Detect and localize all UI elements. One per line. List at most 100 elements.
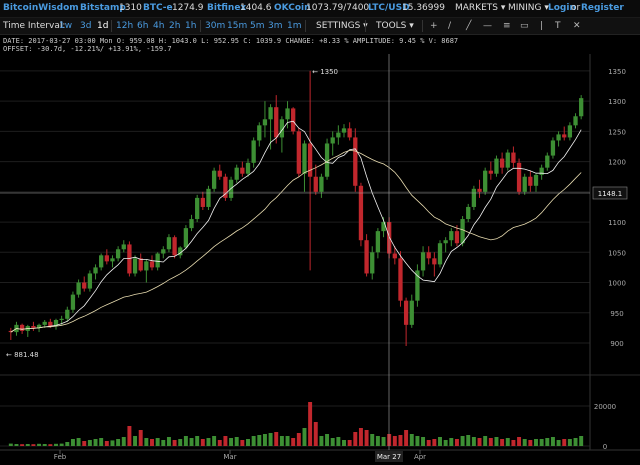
volume-bar [511, 440, 516, 446]
price-tick-label: 1300 [608, 98, 626, 106]
candle-body [262, 119, 268, 126]
volume-bar [138, 430, 143, 446]
chart-grid [0, 54, 640, 451]
market-okcoin[interactable]: OKCoin [274, 3, 311, 13]
volume-bar [195, 436, 200, 446]
volume-bar [155, 438, 160, 446]
interval-1h[interactable]: 1h [185, 21, 197, 31]
text-tool-icon[interactable]: T [555, 21, 561, 31]
interval-1d[interactable]: 1d [97, 21, 109, 31]
candle-body [195, 197, 200, 220]
volume-bar [257, 435, 262, 446]
time-tick-label: Feb [54, 453, 67, 461]
candle-body [341, 128, 347, 133]
candle-body [579, 98, 584, 117]
interval-2h[interactable]: 2h [169, 21, 181, 31]
candle-body [76, 282, 81, 295]
candle-body [206, 188, 211, 207]
volume-bar [364, 430, 369, 446]
volume-bar [330, 438, 335, 446]
interval-1w[interactable]: 1w [59, 21, 73, 31]
volume-bar [375, 436, 380, 446]
mining-menu[interactable]: MINING ▾ [508, 3, 549, 13]
volume-bar [313, 422, 318, 446]
candle-body [245, 162, 251, 174]
interval-1m[interactable]: 1m [287, 21, 302, 31]
candle-body [443, 240, 448, 244]
price-tick-label: 1350 [608, 68, 626, 76]
moving-averages [10, 120, 582, 333]
candle-body [437, 243, 443, 265]
candle-body [477, 188, 482, 192]
candle-body [573, 116, 578, 126]
time-axis: Feb Mar Apr [54, 450, 426, 461]
interval-30m[interactable]: 30m [205, 21, 226, 31]
price-tick-label: 1000 [608, 280, 626, 288]
volume-bar [398, 435, 403, 446]
interval-15m[interactable]: 15m [227, 21, 248, 31]
volume-bar [449, 438, 454, 446]
candle-body [19, 324, 25, 331]
interval-3d[interactable]: 3d [80, 21, 92, 31]
market-bitstamp[interactable]: Bitstamp [80, 3, 126, 13]
candle-body [234, 167, 239, 180]
interval-5m[interactable]: 5m [250, 21, 265, 31]
candle-body [93, 267, 98, 274]
crosshair-icon[interactable]: + [430, 21, 438, 31]
candle-body [545, 155, 550, 168]
crosshair-date-box [375, 451, 403, 462]
price-annotation: ← 1350 [312, 68, 338, 76]
market-ltcusd[interactable]: LTC/USD [368, 3, 410, 13]
volume-bar [133, 436, 138, 446]
price-tick-label: 950 [610, 310, 623, 318]
candle-body [353, 137, 358, 186]
candle-body [466, 206, 471, 220]
volume-bar [500, 439, 505, 446]
markets-menu[interactable]: MARKETS ▾ [455, 3, 506, 13]
interval-4h[interactable]: 4h [153, 21, 165, 31]
volume-bar [319, 436, 324, 446]
fibonacci-icon[interactable]: ≡ [503, 21, 511, 31]
volume-bar [505, 438, 510, 446]
register-link[interactable]: Register [581, 3, 624, 13]
volume-bar [54, 443, 58, 446]
tools-menu[interactable]: TOOLS ▾ [376, 21, 414, 31]
volume-bar [127, 426, 132, 446]
brand-logo[interactable]: BitcoinWisdom [3, 3, 79, 13]
candle-body [189, 219, 194, 229]
volume-bar [562, 439, 567, 446]
ohlc-info-line: DATE: 2017-03-27 03:00 Mon O: 959.08 H: … [3, 37, 459, 45]
volume-bar [573, 438, 578, 446]
volume-bar [121, 437, 126, 446]
interval-6h[interactable]: 6h [137, 21, 149, 31]
market-bitfinex[interactable]: Bitfinex [207, 3, 247, 13]
line-icon[interactable]: / [448, 21, 452, 31]
volume-bar [87, 440, 92, 446]
volume-bar [358, 428, 363, 446]
volume-bar [206, 438, 211, 446]
ray-icon[interactable]: ╱ [466, 21, 472, 31]
volume-bar [178, 439, 183, 446]
price-ltcusd: 15.36999 [402, 3, 445, 13]
login-link[interactable]: Login [548, 3, 576, 13]
volume-bar [274, 432, 279, 446]
candle-body [296, 131, 301, 174]
interval-3m[interactable]: 3m [268, 21, 283, 31]
candle-body [556, 134, 561, 141]
volume-bar [48, 444, 53, 446]
eraser-icon[interactable]: ✕ [573, 21, 581, 31]
volume-bar [59, 443, 64, 446]
candle-body [302, 143, 307, 174]
market-btce[interactable]: BTC-e [143, 3, 173, 13]
time-interval-label: Time Interval: [3, 21, 66, 31]
candle-body [200, 197, 205, 207]
vertical-line-icon[interactable]: | [540, 21, 544, 31]
horizontal-line-icon[interactable]: — [483, 21, 492, 31]
volume-bar [144, 438, 149, 446]
rectangle-icon[interactable]: ▭ [520, 21, 529, 31]
volume-bar [279, 436, 284, 446]
volume-bar [347, 440, 352, 446]
interval-12h[interactable]: 12h [116, 21, 134, 31]
volume-bar [200, 439, 205, 446]
